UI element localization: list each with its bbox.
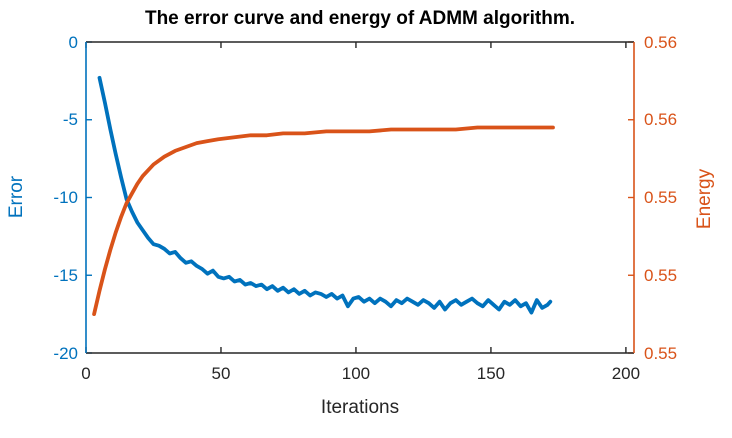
y-right-tick-label: 0.56 [644,32,678,52]
y-right-tick-label: 0.55 [644,343,678,363]
x-tick-label: 0 [81,364,91,383]
y-left-tick-label: 0 [68,32,78,52]
chart-title: The error curve and energy of ADMM algor… [144,8,576,29]
x-tick-label: 200 [611,364,641,383]
x-axis-title: Iterations [320,397,400,418]
x-tick-label: 50 [211,364,231,383]
y-left-tick-label: -10 [53,188,78,207]
x-tick-label: 150 [476,364,506,383]
y-right-tick-label: 0.56 [644,110,678,130]
x-tick-label: 100 [341,364,371,383]
y-left-tick-label: -15 [53,265,78,285]
series-line-error [97,75,553,315]
y-left-tick-label: -20 [53,343,78,363]
y-right-tick-label: 0.55 [644,188,678,207]
y-left-tick-label: -5 [62,110,78,130]
y-right-tick-label: 0.55 [644,265,678,285]
series-line-energy [92,125,555,317]
